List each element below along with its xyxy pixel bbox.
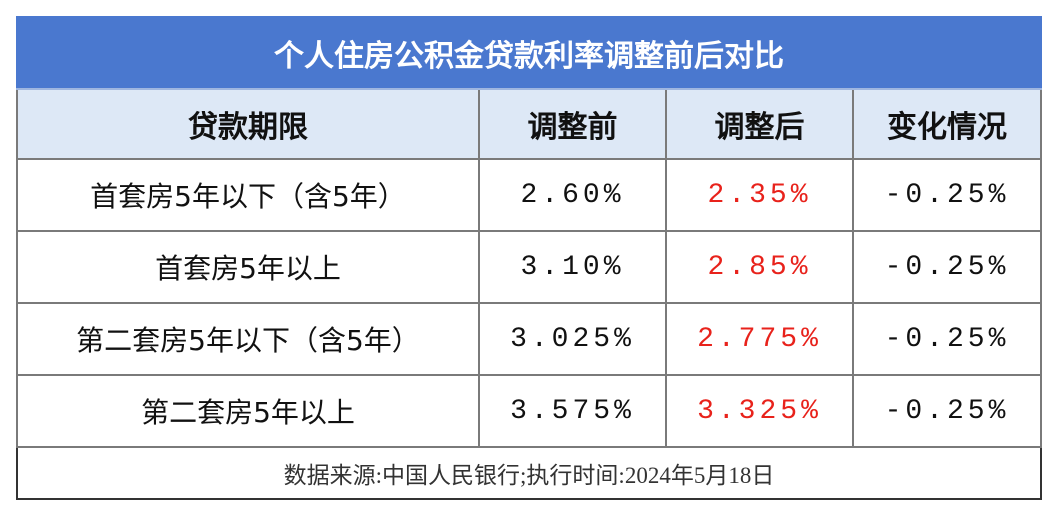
title-row: 个人住房公积金贷款利率调整前后对比 [16, 16, 1042, 90]
rate-cell: 2.85% [665, 230, 854, 304]
term-cell: 第二套房5年以上 [16, 374, 480, 448]
rate-cell: 3.10% [478, 230, 667, 304]
rate-cell: -0.25% [852, 374, 1042, 448]
term-cell: 首套房5年以上 [16, 230, 480, 304]
rate-cell: -0.25% [852, 230, 1042, 304]
rate-cell: -0.25% [852, 302, 1042, 376]
column-header: 变化情况 [852, 88, 1042, 160]
column-header: 贷款期限 [16, 88, 480, 160]
rate-table: 个人住房公积金贷款利率调整前后对比 贷款期限 调整前 调整后 变化情况 首套房5年以下… [16, 16, 1042, 500]
rate-cell: 2.775% [665, 302, 854, 376]
data-row: 首套房5年以上 3.10% 2.85% -0.25% [16, 230, 1042, 304]
source-note: 数据来源:中国人民银行;执行时间:2024年5月18日 [16, 446, 1042, 500]
rate-cell: -0.25% [852, 158, 1042, 232]
table-title: 个人住房公积金贷款利率调整前后对比 [16, 16, 1042, 90]
rate-cell: 3.325% [665, 374, 854, 448]
rate-cell: 3.025% [478, 302, 667, 376]
data-row: 第二套房5年以下（含5年） 3.025% 2.775% -0.25% [16, 302, 1042, 376]
header-row: 贷款期限 调整前 调整后 变化情况 [16, 88, 1042, 160]
term-cell: 首套房5年以下（含5年） [16, 158, 480, 232]
data-row: 首套房5年以下（含5年） 2.60% 2.35% -0.25% [16, 158, 1042, 232]
column-header: 调整前 [478, 88, 667, 160]
column-header: 调整后 [665, 88, 854, 160]
rate-cell: 2.35% [665, 158, 854, 232]
table-container: 个人住房公积金贷款利率调整前后对比 贷款期限 调整前 调整后 变化情况 首套房5年以下… [16, 16, 1042, 500]
footer-row: 数据来源:中国人民银行;执行时间:2024年5月18日 [16, 446, 1042, 500]
rate-cell: 3.575% [478, 374, 667, 448]
data-row: 第二套房5年以上 3.575% 3.325% -0.25% [16, 374, 1042, 448]
term-cell: 第二套房5年以下（含5年） [16, 302, 480, 376]
rate-cell: 2.60% [478, 158, 667, 232]
